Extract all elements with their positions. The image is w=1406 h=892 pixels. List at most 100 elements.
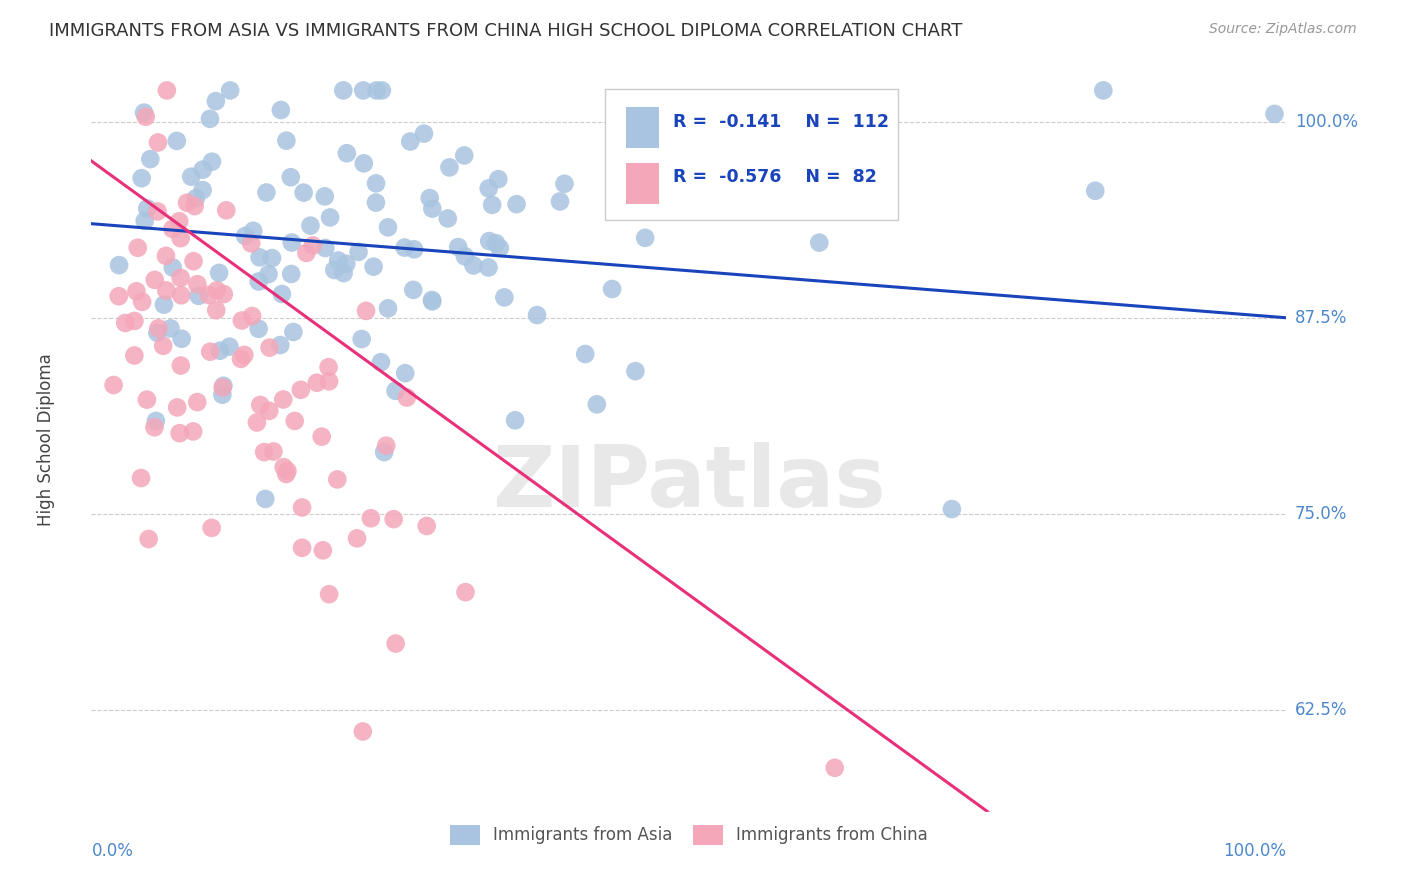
FancyBboxPatch shape [626, 107, 659, 148]
Point [184, 191, 207, 205]
Point [143, 420, 166, 434]
Point [478, 234, 501, 248]
Point [124, 314, 146, 328]
Point [125, 285, 148, 299]
Point [271, 392, 294, 407]
Point [271, 287, 294, 301]
Point [170, 332, 193, 346]
Point [155, 284, 177, 298]
Point [377, 301, 399, 316]
Point [336, 146, 359, 161]
Point [181, 425, 204, 439]
Point [231, 313, 253, 327]
Point [240, 236, 263, 251]
Point [1084, 184, 1107, 198]
Point [138, 532, 160, 546]
Point [257, 267, 280, 281]
Point [280, 170, 302, 185]
Point [586, 397, 609, 411]
Point [394, 366, 416, 380]
Point [415, 519, 437, 533]
Point [314, 189, 336, 203]
Point [131, 171, 153, 186]
Point [166, 401, 188, 415]
Point [350, 332, 373, 346]
Point [1092, 83, 1115, 97]
Point [139, 152, 162, 166]
Point [478, 181, 501, 195]
Point [145, 414, 167, 428]
FancyBboxPatch shape [605, 89, 898, 219]
Point [420, 294, 443, 309]
Point [553, 177, 575, 191]
Point [280, 267, 302, 281]
Point [477, 260, 499, 275]
Point [420, 202, 443, 216]
Point [219, 83, 242, 97]
Point [124, 349, 146, 363]
Point [347, 244, 370, 259]
Point [454, 249, 477, 263]
Point [299, 219, 322, 233]
Point [108, 258, 131, 272]
Point [447, 240, 470, 254]
Point [198, 112, 221, 126]
Point [384, 384, 406, 398]
Point [259, 404, 281, 418]
Point [346, 532, 368, 546]
Point [420, 293, 443, 307]
Point [370, 355, 392, 369]
Point [318, 375, 340, 389]
Point [301, 238, 323, 252]
Point [503, 413, 526, 427]
Point [212, 378, 235, 392]
Point [162, 260, 184, 275]
Point [363, 260, 385, 274]
Point [488, 241, 510, 255]
Point [364, 177, 387, 191]
Point [127, 241, 149, 255]
Point [129, 471, 152, 485]
Point [146, 204, 169, 219]
FancyBboxPatch shape [626, 162, 659, 203]
Point [824, 761, 846, 775]
Point [247, 322, 270, 336]
Point [681, 167, 703, 181]
Point [366, 83, 388, 97]
Point [191, 162, 214, 177]
Point [789, 97, 811, 112]
Point [548, 194, 571, 209]
Point [318, 587, 340, 601]
Point [782, 194, 804, 208]
Point [103, 378, 125, 392]
Text: 62.5%: 62.5% [1295, 701, 1347, 719]
Point [208, 266, 231, 280]
Point [654, 126, 676, 140]
Point [159, 321, 181, 335]
Point [454, 585, 477, 599]
Point [166, 134, 188, 148]
Point [169, 231, 191, 245]
Point [295, 246, 318, 260]
Point [377, 220, 399, 235]
Point [600, 282, 623, 296]
Point [481, 198, 503, 212]
Point [394, 241, 416, 255]
Point [463, 259, 485, 273]
Point [153, 298, 176, 312]
Point [240, 309, 263, 323]
Point [326, 472, 349, 486]
Point [205, 283, 228, 297]
Point [233, 229, 256, 244]
Point [311, 429, 333, 443]
Point [328, 253, 350, 268]
Point [305, 376, 328, 390]
Point [281, 235, 304, 250]
Point [270, 103, 292, 117]
Point [176, 195, 198, 210]
Point [135, 392, 157, 407]
Point [134, 214, 156, 228]
Point [354, 304, 377, 318]
Text: Source: ZipAtlas.com: Source: ZipAtlas.com [1209, 22, 1357, 37]
Text: IMMIGRANTS FROM ASIA VS IMMIGRANTS FROM CHINA HIGH SCHOOL DIPLOMA CORRELATION CH: IMMIGRANTS FROM ASIA VS IMMIGRANTS FROM … [49, 22, 963, 40]
